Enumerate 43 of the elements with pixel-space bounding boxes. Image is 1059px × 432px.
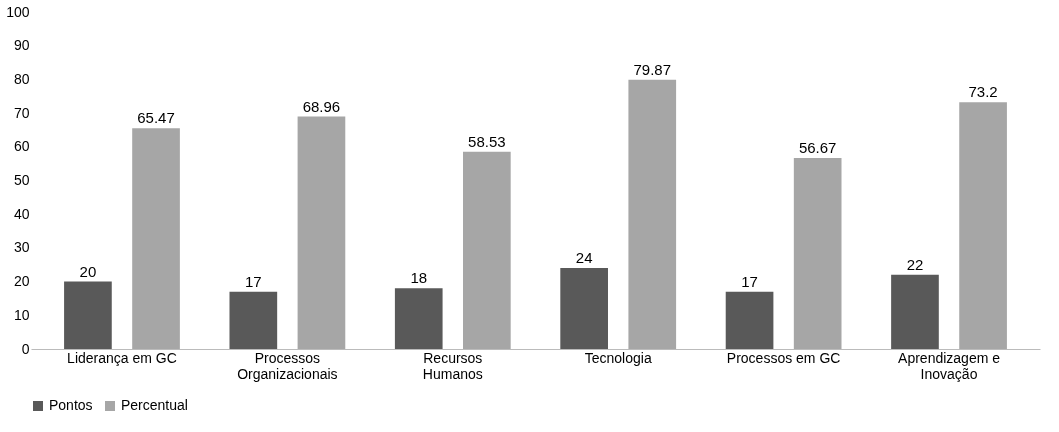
bar xyxy=(463,151,511,349)
y-tick-label: 10 xyxy=(13,306,30,323)
x-tick-label: Aprendizagem e Inovação xyxy=(898,349,1001,382)
data-label: 17 xyxy=(741,272,758,290)
bar xyxy=(628,79,677,349)
data-label: 56.67 xyxy=(798,139,837,157)
data-label: 22 xyxy=(906,255,924,273)
y-tick-label: 60 xyxy=(13,138,30,155)
data-label: 79.87 xyxy=(633,60,672,78)
bar xyxy=(394,288,443,349)
bar xyxy=(132,128,180,349)
bar xyxy=(64,281,112,349)
bar xyxy=(793,158,842,349)
y-tick-label: 20 xyxy=(13,273,30,290)
data-label: 58.53 xyxy=(468,132,506,150)
data-label: 68.96 xyxy=(302,97,341,115)
data-label: 24 xyxy=(575,249,593,267)
data-label: 17 xyxy=(244,272,262,290)
y-tick-label: 30 xyxy=(13,239,30,256)
y-tick-label: 50 xyxy=(13,172,30,188)
data-label: 65.47 xyxy=(137,109,175,127)
bar xyxy=(891,274,939,349)
bar xyxy=(297,116,346,349)
bar xyxy=(959,102,1007,349)
x-tick-label: Processos em GC xyxy=(726,349,841,366)
y-tick-label: 40 xyxy=(13,205,30,222)
y-tick-label: 100 xyxy=(6,3,30,20)
bar xyxy=(560,268,608,349)
data-label: 18 xyxy=(410,269,428,287)
data-label: 20 xyxy=(79,262,97,280)
y-tick-label: 90 xyxy=(13,37,30,54)
bar xyxy=(229,291,278,349)
y-tick-label: 0 xyxy=(21,340,30,357)
legend-label: Pontos xyxy=(49,397,93,413)
data-label: 73.2 xyxy=(968,83,998,101)
bar xyxy=(725,291,774,349)
x-tick-label: Recursos Humanos xyxy=(422,349,483,382)
x-tick-label: Processos Organizacionais xyxy=(237,349,338,382)
legend-label: Percentual xyxy=(121,397,188,413)
y-tick-label: 70 xyxy=(13,104,30,121)
x-tick-label: Liderança em GC xyxy=(67,349,177,366)
y-tick-label: 80 xyxy=(13,70,30,87)
x-tick-label: Tecnologia xyxy=(584,349,652,366)
